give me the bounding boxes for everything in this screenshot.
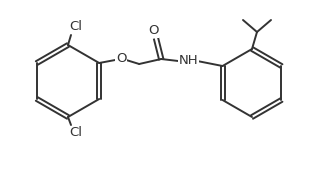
Text: O: O [116,52,127,65]
Text: Cl: Cl [70,20,82,33]
Text: NH: NH [178,55,198,68]
Text: O: O [148,24,158,37]
Text: Cl: Cl [70,127,82,140]
